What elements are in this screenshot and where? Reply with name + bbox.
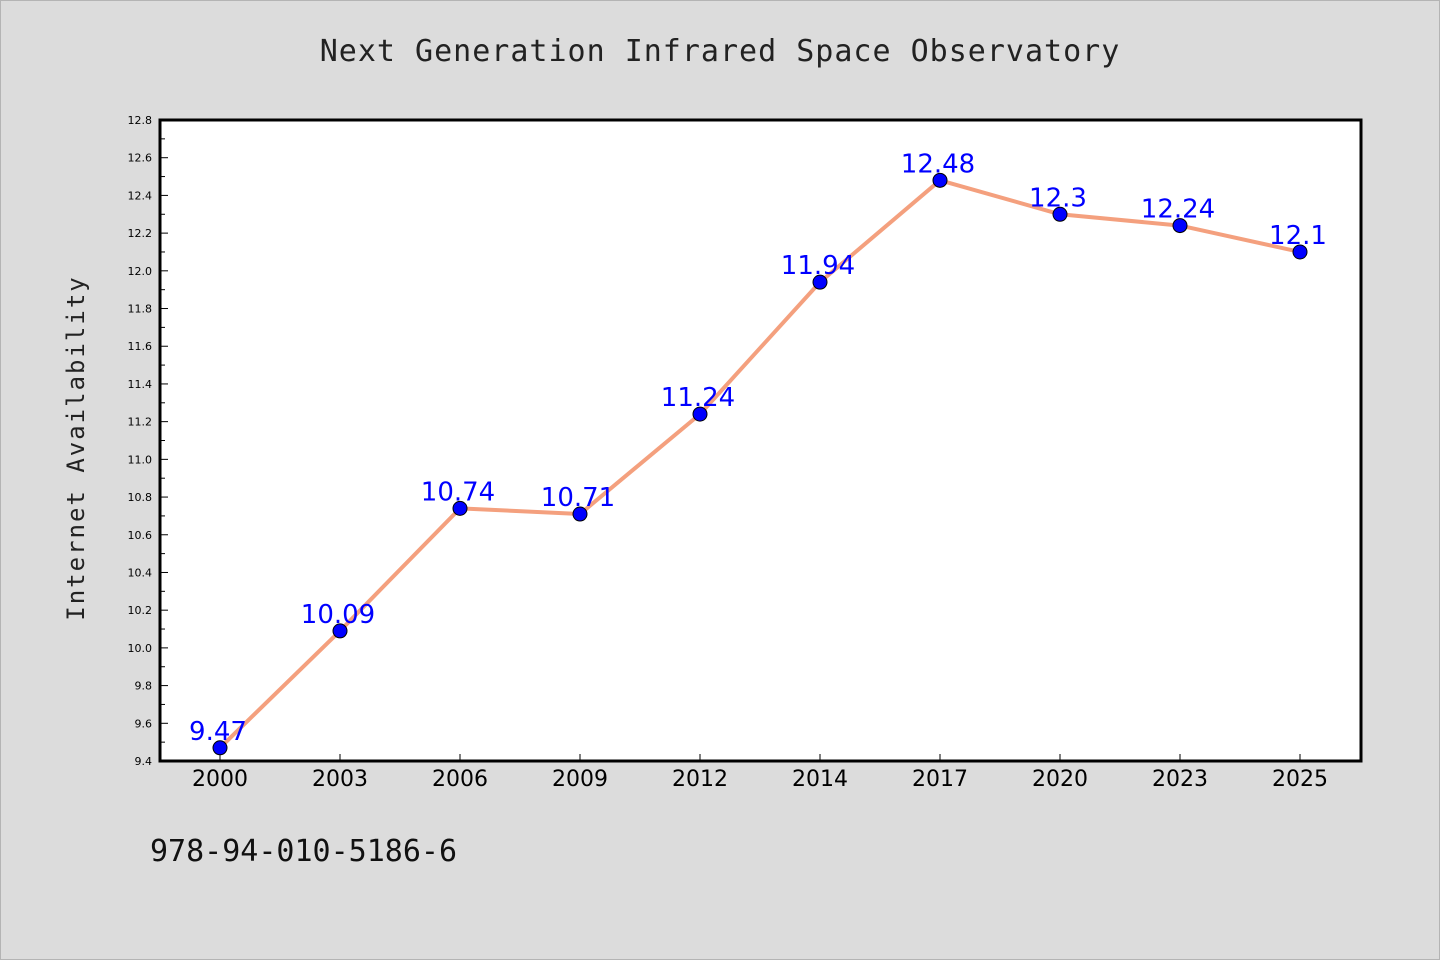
- y-tick-label: 10.6: [128, 529, 153, 542]
- data-label: 11.24: [661, 383, 735, 413]
- data-point: [812, 274, 828, 290]
- data-label: 12.24: [1141, 195, 1215, 225]
- data-point: [572, 506, 588, 522]
- data-point: [332, 623, 348, 639]
- data-label: 12.48: [901, 149, 975, 179]
- data-label: 10.71: [541, 483, 615, 513]
- y-tick-label: 11.0: [128, 453, 153, 466]
- data-label: 12.1: [1269, 221, 1327, 251]
- data-label: 12.3: [1029, 183, 1087, 213]
- x-tick-label: 2012: [672, 767, 728, 792]
- plot-area: [158, 118, 1363, 763]
- x-tick-label: 2017: [912, 767, 968, 792]
- y-tick-label: 11.4: [128, 378, 153, 391]
- data-point: [932, 172, 948, 188]
- y-tick-label: 10.4: [128, 566, 153, 579]
- y-tick-label: 10.2: [128, 604, 153, 617]
- data-label: 11.94: [781, 251, 855, 281]
- data-label: 10.74: [421, 477, 495, 507]
- x-tick-label: 2003: [312, 767, 368, 792]
- y-tick-label: 11.8: [128, 303, 153, 316]
- data-point: [1172, 218, 1188, 234]
- y-tick-label: 9.4: [135, 755, 153, 768]
- data-point: [452, 500, 468, 516]
- y-tick-label: 12.8: [128, 114, 153, 127]
- y-tick-label: 9.8: [135, 680, 153, 693]
- x-tick-label: 2009: [552, 767, 608, 792]
- data-label: 10.09: [301, 600, 375, 630]
- x-tick-label: 2020: [1032, 767, 1088, 792]
- x-tick-label: 2006: [432, 767, 488, 792]
- x-tick-label: 2023: [1152, 767, 1208, 792]
- chart-title: Next Generation Infrared Space Observato…: [319, 34, 1121, 69]
- y-tick-label: 12.0: [128, 265, 153, 278]
- y-tick-label: 11.2: [128, 416, 153, 429]
- data-point: [1052, 206, 1068, 222]
- y-tick-label: 10.8: [128, 491, 153, 504]
- data-label: 9.47: [189, 717, 247, 747]
- y-tick-label: 10.0: [128, 642, 153, 655]
- isbn-text: 978-94-010-5186-6: [150, 834, 458, 869]
- data-point: [212, 740, 228, 756]
- data-point: [692, 406, 708, 422]
- x-tick-label: 2000: [192, 767, 248, 792]
- x-tick-label: 2014: [792, 767, 848, 792]
- data-point: [1292, 244, 1308, 260]
- series-line: [218, 178, 1302, 750]
- y-tick-label: 9.6: [135, 717, 153, 730]
- y-tick-label: 12.6: [128, 152, 153, 165]
- y-tick-label: 11.6: [128, 340, 153, 353]
- y-tick-label: 12.4: [128, 189, 153, 202]
- x-tick-label: 2025: [1272, 767, 1328, 792]
- y-tick-label: 12.2: [128, 227, 153, 240]
